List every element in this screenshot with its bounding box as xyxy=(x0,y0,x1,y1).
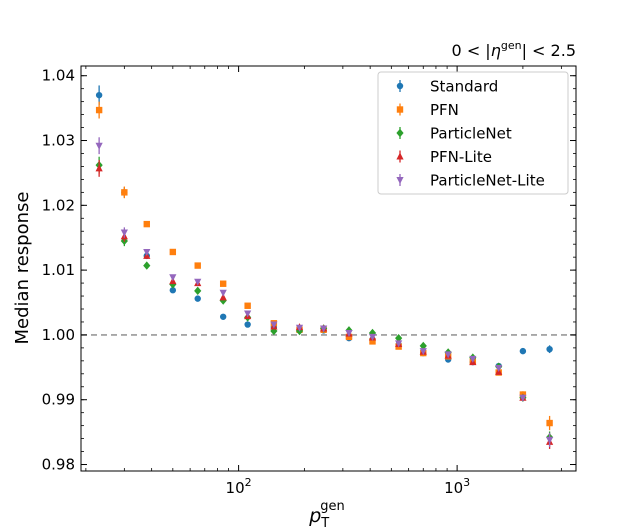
data-point xyxy=(95,164,103,172)
data-point xyxy=(219,293,227,301)
legend-marker xyxy=(396,128,404,138)
plot-area xyxy=(81,85,576,449)
data-point xyxy=(244,302,251,309)
data-point xyxy=(219,280,227,287)
y-axis-label: Median response xyxy=(12,192,33,345)
data-point xyxy=(295,324,304,332)
data-point xyxy=(143,220,150,228)
data-point xyxy=(519,394,527,402)
data-point xyxy=(194,278,202,286)
data-point xyxy=(194,262,201,269)
legend-label: PFN xyxy=(430,101,459,119)
data-point xyxy=(545,436,554,444)
data-point xyxy=(345,329,353,337)
legend-label: ParticleNet-Lite xyxy=(430,172,545,190)
y-tick-label: 1.01 xyxy=(42,261,75,279)
data-point xyxy=(320,325,328,333)
y-tick-label: 0.98 xyxy=(42,456,75,474)
x-axis-label: pTgen xyxy=(308,499,345,530)
data-point xyxy=(169,287,177,294)
y-tick-label: 1.03 xyxy=(42,132,75,150)
data-point xyxy=(546,345,553,353)
data-point xyxy=(244,310,252,318)
x-label-sup: gen xyxy=(320,499,345,514)
legend-marker xyxy=(396,106,404,113)
annotation-eta: η xyxy=(491,41,501,60)
legend: Standard PFN ParticleNet PFN-Lite ParticleNe… xyxy=(377,71,569,195)
data-point xyxy=(270,321,278,329)
legend-marker xyxy=(396,82,404,90)
x-tick-label: 102 xyxy=(226,476,252,497)
data-point xyxy=(121,189,128,196)
data-point xyxy=(270,326,278,336)
data-point xyxy=(143,261,151,270)
data-point xyxy=(95,91,103,99)
x-tick-label: 103 xyxy=(444,476,470,497)
data-point xyxy=(169,274,177,282)
y-tick-label: 0.99 xyxy=(42,391,75,409)
x-tick-label-base: 10 xyxy=(226,479,245,497)
y-tick-label: 1.00 xyxy=(42,326,75,344)
data-point xyxy=(95,106,103,114)
data-point xyxy=(219,289,227,297)
legend-label: ParticleNet xyxy=(430,125,512,143)
axes-frame xyxy=(80,65,577,472)
annotation-gen: gen xyxy=(501,39,522,52)
series-particlenet-lite xyxy=(95,137,554,448)
y-tick-label: 1.04 xyxy=(42,67,75,85)
x-tick-label-base: 10 xyxy=(444,479,463,497)
annotation-lhs: 0 < | xyxy=(452,41,491,60)
x-label-p: p xyxy=(308,505,321,527)
x-label-sub: T xyxy=(320,516,329,530)
data-point xyxy=(444,351,452,359)
data-point xyxy=(546,419,553,427)
data-point xyxy=(95,142,103,150)
data-point xyxy=(395,340,403,348)
y-tick-label: 1.02 xyxy=(42,196,75,214)
annotation-rhs: | < 2.5 xyxy=(522,41,576,60)
data-point xyxy=(244,321,251,328)
x-tick-label-exponent: 2 xyxy=(245,476,252,489)
data-point xyxy=(169,248,177,256)
legend-box xyxy=(377,71,569,195)
data-point xyxy=(395,333,403,343)
legend-label: PFN-Lite xyxy=(430,148,492,166)
region-annotation: 0 < |ηgen| < 2.5 xyxy=(452,39,576,60)
data-point xyxy=(495,364,503,372)
data-point xyxy=(219,313,227,320)
x-tick-label-exponent: 3 xyxy=(463,476,470,489)
data-point xyxy=(120,229,128,237)
data-point xyxy=(469,355,477,363)
legend-label: Standard xyxy=(430,78,498,96)
data-point xyxy=(194,295,201,302)
data-point xyxy=(419,348,427,356)
legend-marker xyxy=(396,177,404,184)
data-point xyxy=(194,286,202,296)
data-point xyxy=(368,333,377,341)
data-point xyxy=(419,341,427,351)
legend-marker xyxy=(396,152,404,160)
data-point xyxy=(369,338,376,345)
data-point xyxy=(519,347,527,355)
data-point xyxy=(143,248,151,256)
